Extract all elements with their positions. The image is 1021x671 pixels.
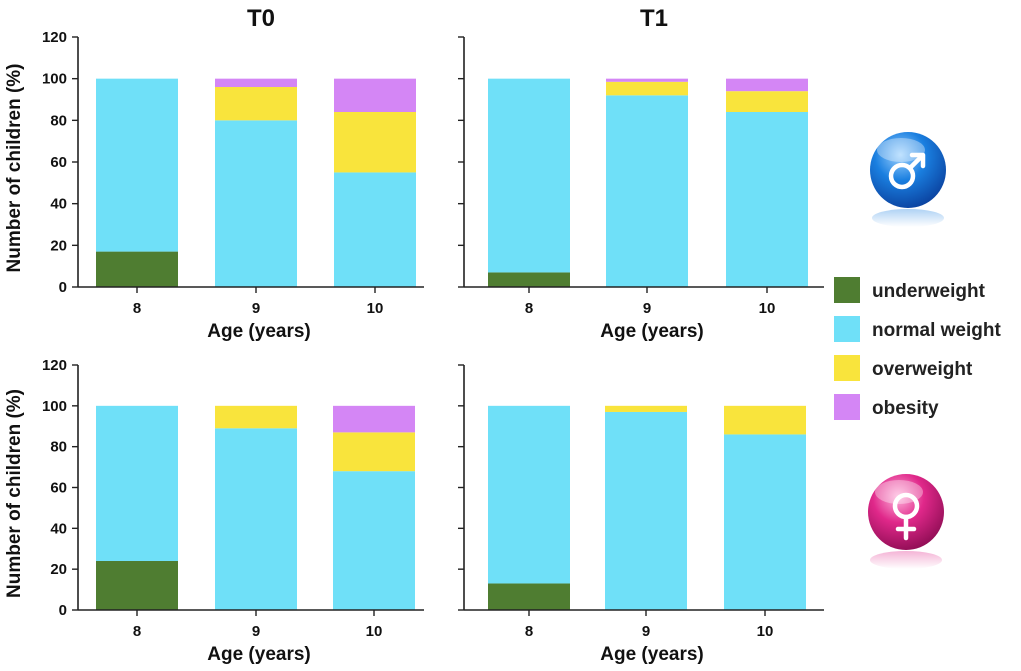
- y-tick-label: 60: [50, 480, 67, 497]
- legend-label-normal-weight: normal weight: [872, 320, 1001, 341]
- x-tick-label: 8: [133, 300, 141, 317]
- y-tick-label: 20: [50, 237, 67, 254]
- chart-panel-t0-female: 0 20 40 60 80 100 120 8 9 10 Age (years) Number of …: [4, 357, 424, 665]
- legend-swatch-normal-weight: [834, 316, 860, 342]
- x-tick-label: 9: [252, 623, 260, 640]
- female-symbol-icon: [868, 474, 944, 569]
- bar-underweight-age-8: [96, 251, 178, 287]
- y-tick-label: 100: [42, 71, 67, 88]
- bar-normal-weight-age-8: [488, 405, 570, 584]
- male-symbol-icon: [870, 132, 946, 227]
- bar-normal-weight-age-9: [215, 120, 297, 287]
- bar-normal-weight-age-9: [605, 411, 687, 610]
- bar-obesity-age-9: [606, 78, 688, 82]
- y-tick-label: 60: [50, 154, 67, 171]
- y-tick-label: 80: [50, 439, 67, 456]
- legend-item-overweight: overweight: [834, 355, 973, 381]
- legend: underweight normal weight overweight obe…: [834, 277, 1001, 420]
- x-tick-label: 10: [759, 300, 776, 317]
- legend-swatch-underweight: [834, 277, 860, 303]
- x-tick-label: 9: [252, 300, 260, 317]
- legend-swatch-overweight: [834, 355, 860, 381]
- bar-normal-weight-age-8: [488, 78, 570, 273]
- chart-title: T1: [640, 5, 668, 32]
- legend-label-underweight: underweight: [872, 281, 986, 302]
- y-tick-label: 20: [50, 561, 67, 578]
- bar-normal-weight-age-8: [96, 78, 178, 252]
- bar-normal-weight-age-9: [606, 95, 688, 287]
- y-tick-label: 40: [50, 196, 67, 213]
- x-axis-label: Age (years): [207, 321, 311, 342]
- legend-swatch-obesity: [834, 394, 860, 420]
- x-tick-label: 10: [757, 623, 774, 640]
- y-tick-label: 80: [50, 112, 67, 129]
- x-axis-label: Age (years): [600, 644, 704, 665]
- bar-overweight-age-10: [726, 91, 808, 112]
- x-tick-label: 8: [525, 300, 533, 317]
- bar-obesity-age-10: [333, 405, 415, 433]
- x-axis-label: Age (years): [600, 321, 704, 342]
- bar-normal-weight-age-10: [334, 172, 416, 287]
- x-axis-label: Age (years): [207, 644, 311, 665]
- y-axis-label: Number of children (%): [4, 389, 25, 598]
- bar-overweight-age-9: [606, 81, 688, 96]
- y-tick-label: 120: [42, 357, 67, 374]
- bar-underweight-age-8: [488, 272, 570, 287]
- bar-overweight-age-10: [334, 112, 416, 173]
- legend-label-obesity: obesity: [872, 398, 939, 419]
- x-tick-label: 9: [642, 623, 650, 640]
- y-tick-label: 40: [50, 520, 67, 537]
- legend-item-normal-weight: normal weight: [834, 316, 1001, 342]
- bar-obesity-age-9: [215, 78, 297, 87]
- bar-underweight-age-8: [96, 561, 178, 610]
- bar-overweight-age-9: [605, 405, 687, 412]
- bar-overweight-age-10: [724, 405, 806, 435]
- x-tick-label: 8: [133, 623, 141, 640]
- bar-overweight-age-9: [215, 87, 297, 121]
- x-tick-label: 8: [525, 623, 533, 640]
- bar-normal-weight-age-8: [96, 405, 178, 561]
- bar-obesity-age-10: [334, 78, 416, 112]
- bar-obesity-age-10: [726, 78, 808, 92]
- chart-panel-t1-male: 8 9 10 Age (years) T1: [458, 5, 824, 342]
- bar-normal-weight-age-10: [726, 112, 808, 287]
- bar-normal-weight-age-9: [215, 428, 297, 610]
- y-tick-label: 100: [42, 398, 67, 415]
- legend-item-obesity: obesity: [834, 394, 939, 420]
- chart-panel-t0-male: 0 20 40 60 80 100 120 8 9 10 Age (years) Number of …: [4, 5, 424, 342]
- bar-overweight-age-10: [333, 432, 415, 472]
- chart-title: T0: [247, 5, 275, 32]
- bar-overweight-age-9: [215, 405, 297, 429]
- y-tick-label: 0: [59, 602, 67, 619]
- legend-label-overweight: overweight: [872, 359, 973, 380]
- y-tick-label: 0: [59, 279, 67, 296]
- bar-underweight-age-8: [488, 583, 570, 610]
- y-axis-label: Number of children (%): [4, 63, 25, 272]
- x-tick-label: 10: [366, 623, 383, 640]
- bar-normal-weight-age-10: [333, 471, 415, 610]
- x-tick-label: 10: [367, 300, 384, 317]
- x-tick-label: 9: [643, 300, 651, 317]
- bar-normal-weight-age-10: [724, 434, 806, 610]
- y-tick-label: 120: [42, 29, 67, 46]
- legend-item-underweight: underweight: [834, 277, 986, 303]
- chart-panel-t1-female: 8 9 10 Age (years): [458, 364, 824, 665]
